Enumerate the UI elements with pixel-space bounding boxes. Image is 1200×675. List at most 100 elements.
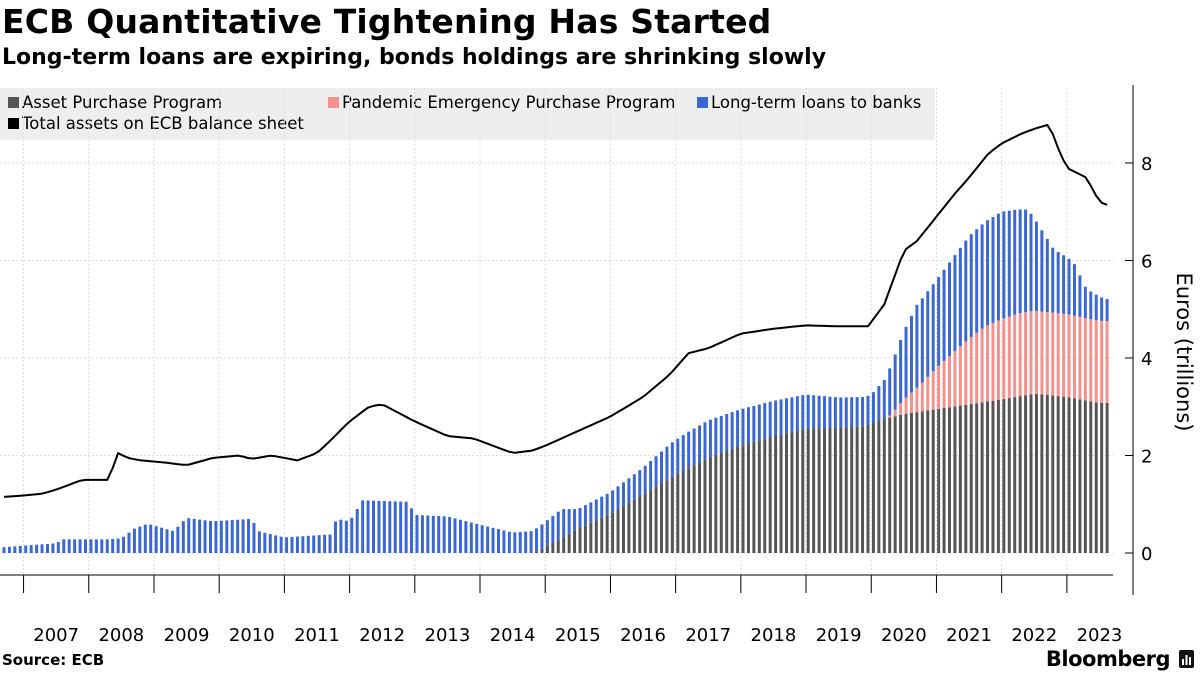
bar-pepp <box>909 392 913 413</box>
bar-ltro <box>1083 286 1087 318</box>
bar-app <box>839 427 843 553</box>
legend-label-app: Asset Purchase Program <box>22 93 222 112</box>
bar-pepp <box>975 332 979 404</box>
bar-app <box>1040 394 1044 553</box>
bar-app <box>687 468 691 553</box>
bar-ltro <box>160 527 164 553</box>
bar-app <box>643 493 647 553</box>
bar-app <box>893 416 897 553</box>
bar-ltro <box>100 539 104 553</box>
bar-ltro <box>632 474 636 500</box>
bar-app <box>855 426 859 553</box>
x-tick-label: 2013 <box>425 625 471 646</box>
bar-app <box>986 401 990 553</box>
bar-ltro <box>372 500 375 553</box>
bar-ltro <box>795 396 799 431</box>
bar-ltro <box>241 519 245 553</box>
bar-pepp <box>964 341 968 405</box>
bar-app <box>806 428 810 553</box>
bar-ltro <box>719 415 723 454</box>
bar-app <box>833 427 837 553</box>
bar-app <box>899 414 903 553</box>
bar-app <box>1072 398 1076 553</box>
bar-app <box>823 428 827 553</box>
bar-ltro <box>214 521 218 553</box>
x-tick-label: 2009 <box>164 625 210 646</box>
bar-app <box>871 423 875 553</box>
bar-ltro <box>839 397 843 428</box>
bar-ltro <box>366 500 370 553</box>
legend-background <box>0 88 935 140</box>
bar-app <box>752 441 756 553</box>
bar-app <box>708 457 712 553</box>
bar-app <box>1105 402 1109 553</box>
bar-ltro <box>1100 297 1104 321</box>
bar-ltro <box>763 403 767 439</box>
bar-app <box>1029 394 1033 553</box>
x-tick-label: 2018 <box>751 625 797 646</box>
bar-ltro <box>621 482 625 507</box>
legend-swatch-ltro <box>697 97 708 108</box>
bar-ltro <box>725 414 729 452</box>
bar-ltro <box>170 530 174 553</box>
bar-app <box>904 413 908 553</box>
bar-ltro <box>149 524 153 553</box>
bar-pepp <box>1094 320 1098 403</box>
bar-ltro <box>969 234 973 337</box>
bar-ltro <box>1024 209 1028 313</box>
bar-ltro <box>268 534 272 553</box>
bar-ltro <box>40 544 44 553</box>
bar-ltro <box>257 531 261 553</box>
bar-ltro <box>703 422 707 460</box>
bar-ltro <box>996 213 1000 321</box>
bar-pepp <box>986 325 990 402</box>
bar-pepp <box>899 403 903 415</box>
bar-ltro <box>687 431 691 469</box>
bar-ltro <box>627 478 631 503</box>
bar-ltro <box>247 519 251 553</box>
bar-pepp <box>904 397 908 414</box>
bar-app <box>768 436 772 553</box>
bar-pepp <box>1034 310 1038 394</box>
bar-ltro <box>469 522 473 553</box>
bar-pepp <box>1100 320 1104 403</box>
y-tick-label: 4 <box>1141 349 1152 370</box>
bar-app <box>670 476 674 553</box>
x-tick-label: 2020 <box>881 625 927 646</box>
bar-ltro <box>594 499 598 521</box>
x-tick-label: 2016 <box>620 625 666 646</box>
bar-app <box>616 509 620 553</box>
bar-app <box>991 400 995 553</box>
bar-ltro <box>138 526 142 553</box>
x-tick-label: 2017 <box>685 625 731 646</box>
bar-ltro <box>475 523 479 553</box>
bar-pepp <box>1089 319 1093 402</box>
bar-pepp <box>1072 315 1076 399</box>
bar-ltro <box>105 539 109 553</box>
bar-app <box>583 525 587 553</box>
bar-ltro <box>888 368 892 416</box>
y-tick-label: 2 <box>1141 447 1152 468</box>
bar-ltro <box>56 541 60 553</box>
bar-ltro <box>768 401 772 437</box>
bar-pepp <box>1062 313 1066 397</box>
bar-ltro <box>94 539 98 553</box>
bar-app <box>958 405 962 553</box>
bar-app <box>1034 393 1038 553</box>
bar-pepp <box>937 365 941 409</box>
bar-app <box>654 486 658 553</box>
bar-app <box>594 520 598 553</box>
bar-ltro <box>437 516 441 553</box>
bar-ltro <box>486 526 490 553</box>
bar-ltro <box>230 520 234 553</box>
bar-ltro <box>507 531 511 553</box>
bar-ltro <box>1056 252 1060 314</box>
bar-ltro <box>306 535 310 553</box>
bar-ltro <box>382 501 386 553</box>
bar-ltro <box>513 532 517 553</box>
bar-ltro <box>127 532 131 553</box>
bar-app <box>795 430 799 553</box>
bar-ltro <box>333 521 337 553</box>
bar-ltro <box>882 379 886 419</box>
bar-app <box>861 426 865 553</box>
